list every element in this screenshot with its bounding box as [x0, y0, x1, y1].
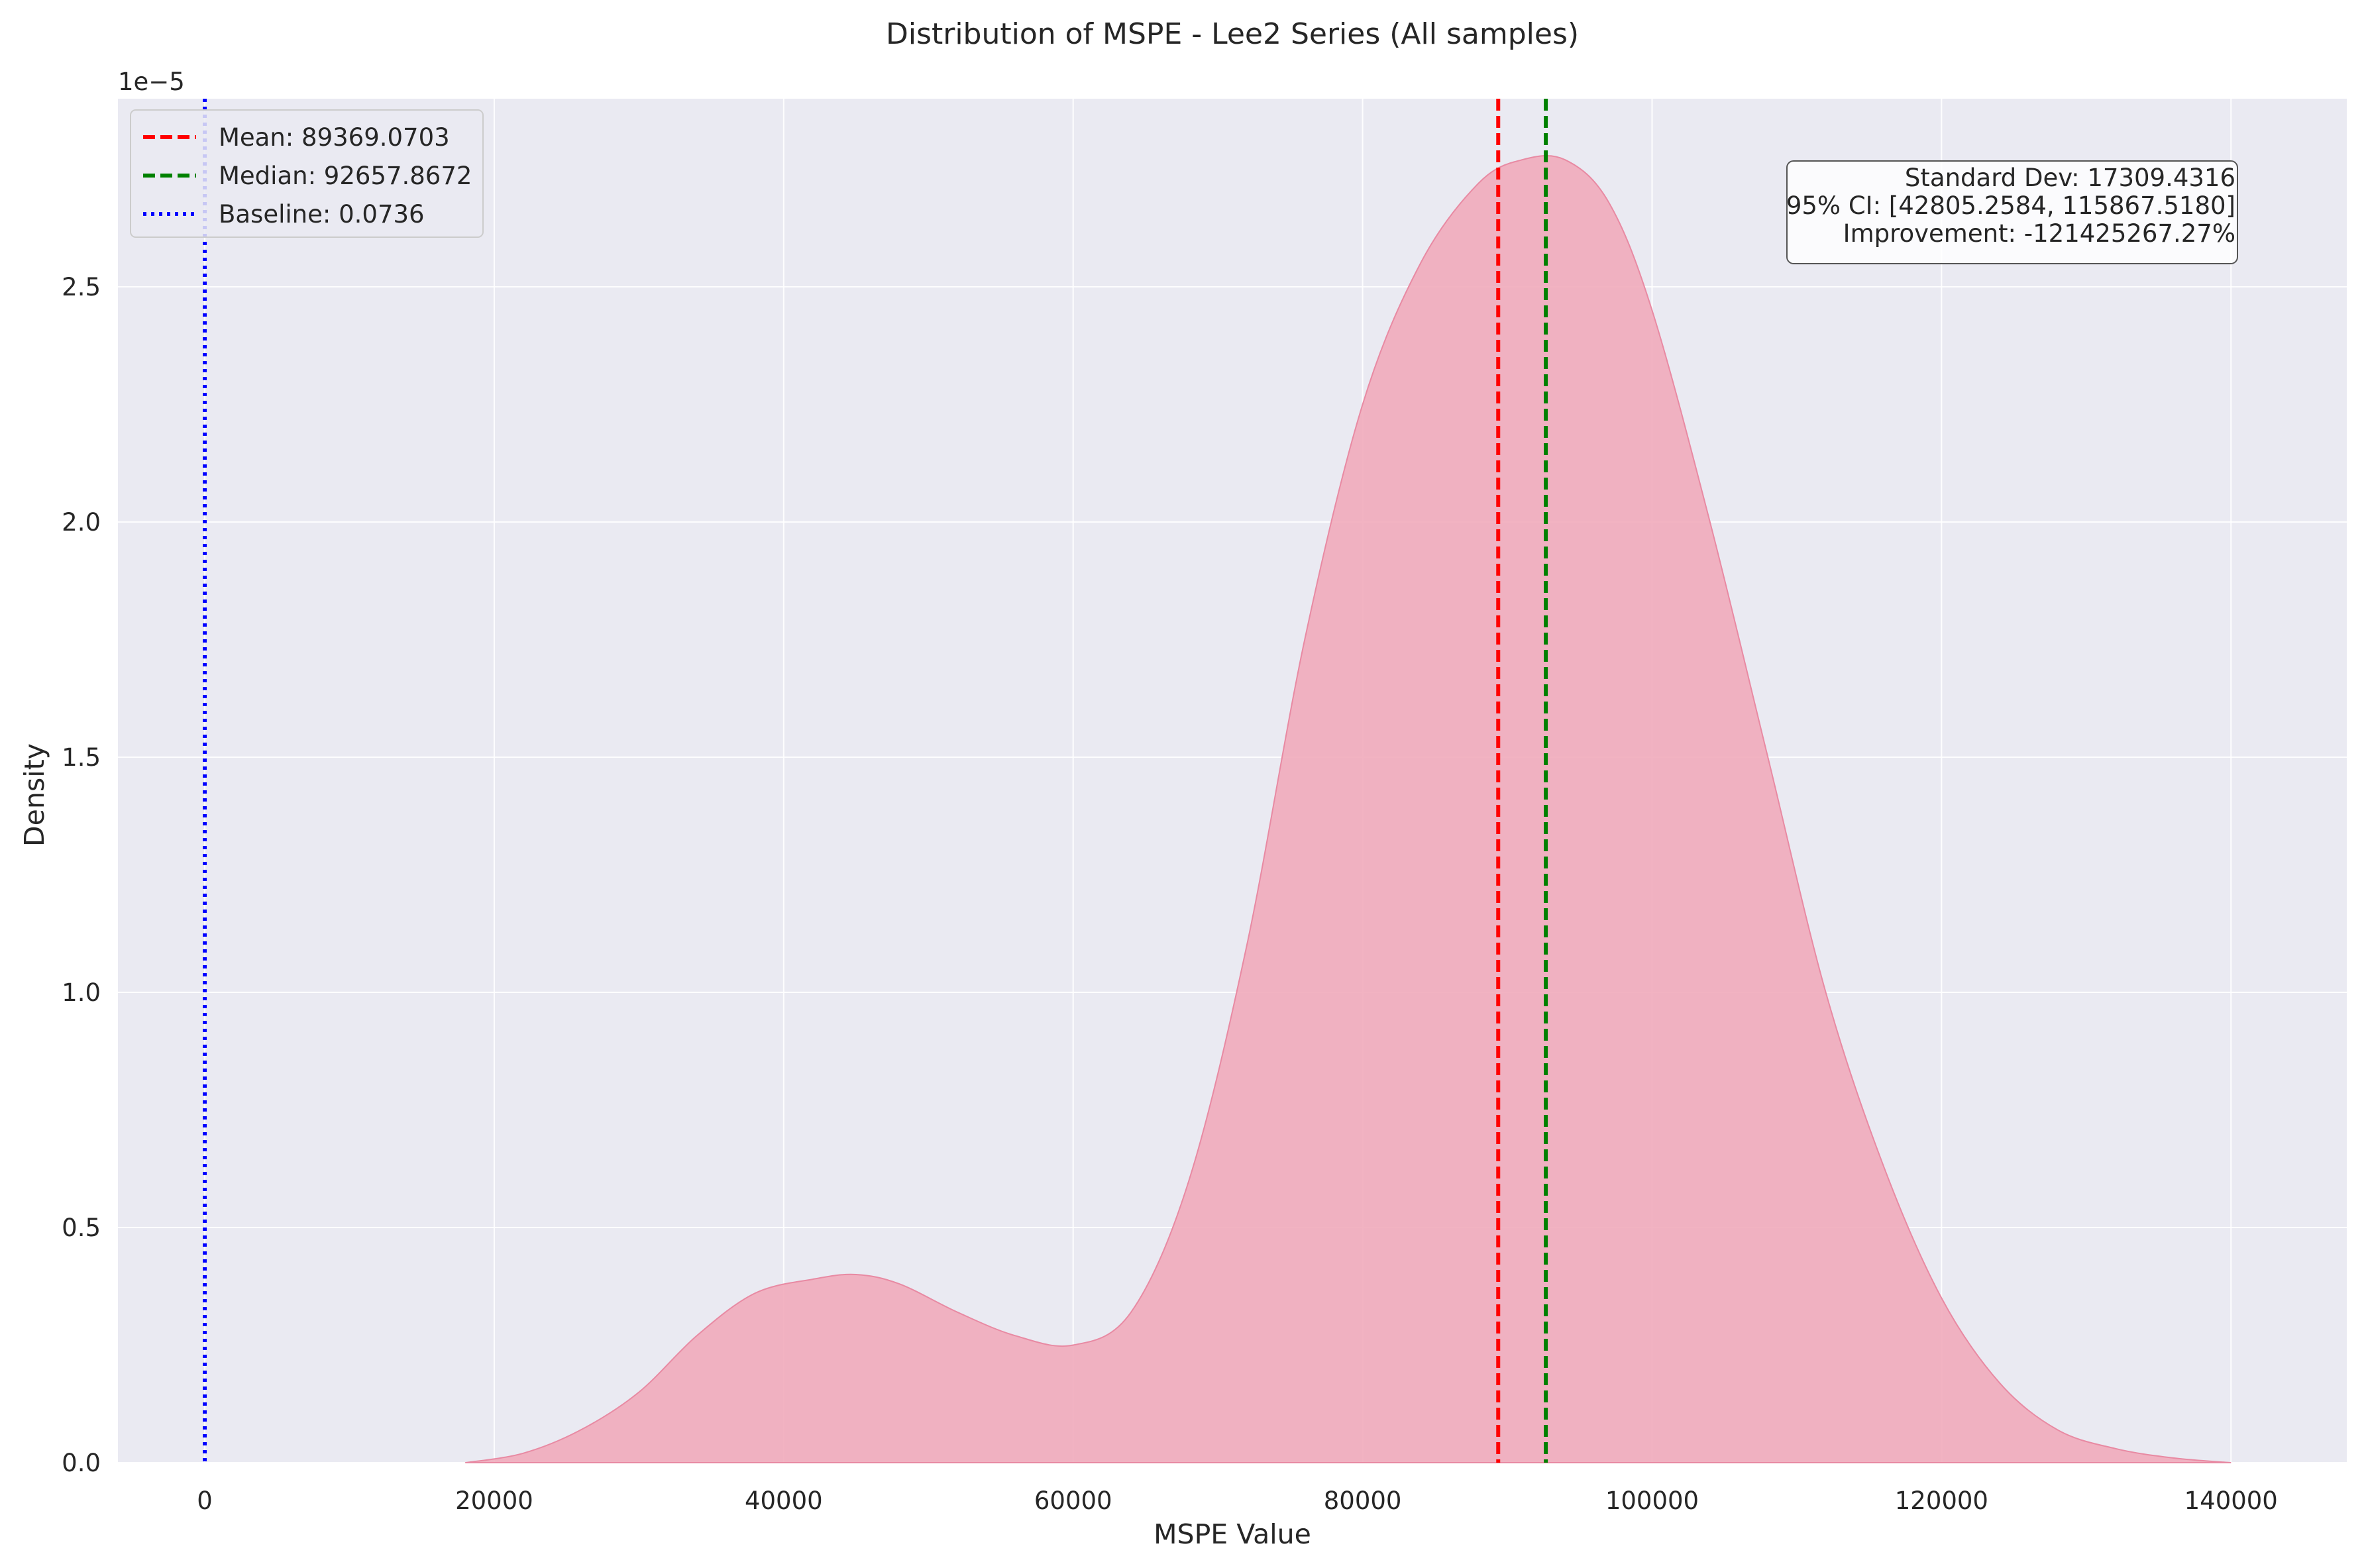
legend-entry: Mean: 89369.0703	[219, 123, 450, 152]
chart-title: Distribution of MSPE - Lee2 Series (All …	[886, 17, 1579, 51]
y-axis-ticks: 0.0 0.5 1.0 1.5 2.0 2.5	[62, 273, 101, 1477]
x-tick-label: 40000	[745, 1487, 823, 1515]
x-tick-label: 0	[197, 1487, 213, 1515]
legend-entry: Median: 92657.8672	[219, 162, 472, 190]
x-axis-label: MSPE Value	[1154, 1518, 1311, 1550]
reference-lines	[203, 99, 1548, 1463]
legend-entry: Baseline: 0.0736	[219, 200, 425, 229]
density-area	[465, 154, 2232, 1463]
x-axis-ticks: 0 20000 40000 60000 80000 100000 120000 140000	[197, 1487, 2278, 1515]
y-tick-label: 0.0	[62, 1449, 101, 1477]
stats-line: Improvement: -121425267.27%	[1843, 219, 2235, 248]
y-axis-label: Density	[19, 743, 50, 847]
stats-line: Standard Dev: 17309.4316	[1905, 164, 2235, 192]
x-tick-label: 100000	[1605, 1487, 1699, 1515]
y-tick-label: 2.5	[62, 273, 101, 301]
x-tick-label: 120000	[1895, 1487, 1988, 1515]
stats-frame	[1786, 160, 2238, 264]
y-tick-label: 1.5	[62, 743, 101, 772]
legend: Mean: 89369.0703 Median: 92657.8672 Baseli…	[130, 109, 484, 238]
y-tick-label: 0.5	[62, 1214, 101, 1242]
legend-frame	[130, 109, 484, 238]
y-axis-scale-label: 1e−5	[118, 68, 185, 96]
x-tick-label: 80000	[1324, 1487, 1402, 1515]
stats-line: 95% CI: [42805.2584, 115867.5180]	[1786, 191, 2235, 220]
y-tick-label: 1.0	[62, 978, 101, 1007]
y-tick-label: 2.0	[62, 508, 101, 537]
x-tick-label: 60000	[1034, 1487, 1112, 1515]
x-tick-label: 140000	[2184, 1487, 2278, 1515]
x-tick-label: 20000	[455, 1487, 533, 1515]
